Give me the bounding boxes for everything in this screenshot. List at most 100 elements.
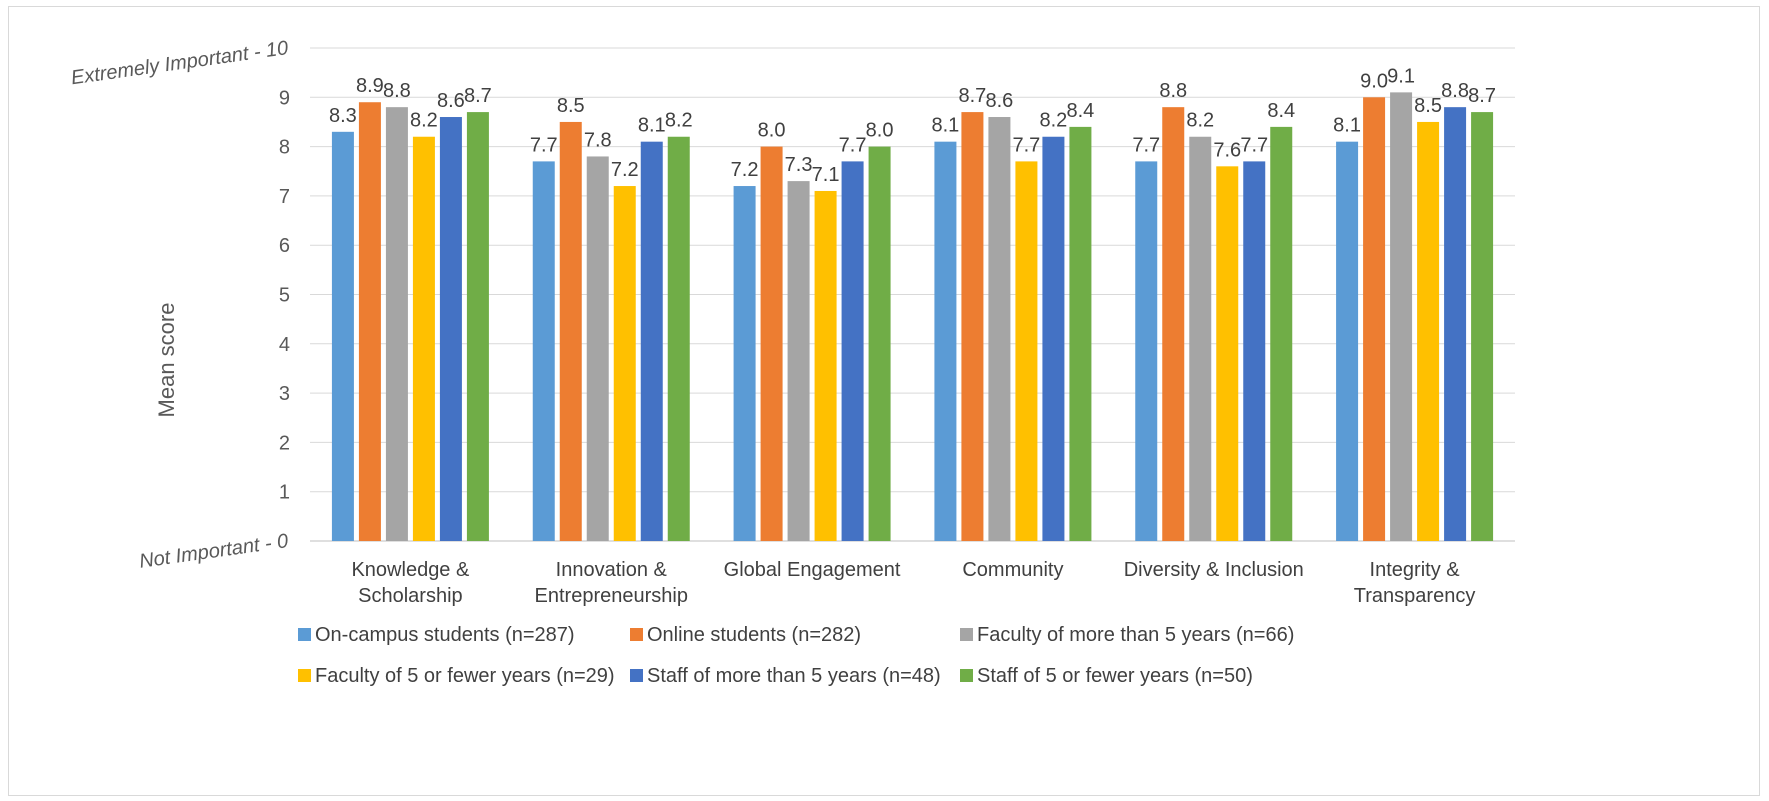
data-label: 7.2 [731,159,759,181]
bar [1162,107,1185,541]
bar [640,141,663,542]
category-label: Innovation & [556,559,668,581]
data-label: 8.1 [1333,115,1361,137]
bar [1444,107,1467,541]
legend-entry: Online students (n=282) [647,624,861,646]
bar [613,186,636,542]
legend-swatch [960,628,973,641]
legend: On-campus students (n=287) Online student… [298,624,1294,687]
data-label: 7.7 [1240,134,1268,156]
bar [733,186,756,542]
category-label: Knowledge & [351,559,470,581]
data-label: 8.9 [356,75,384,97]
y-tick-label: 1 [279,482,290,504]
data-label: 8.1 [638,115,666,137]
legend-entry: Faculty of 5 or fewer years (n=29) [315,665,615,687]
data-label: 8.8 [1159,80,1187,102]
y-tick-label: 3 [279,383,290,405]
data-label: 7.7 [839,134,867,156]
bar [1390,92,1413,542]
data-label: 7.7 [1013,134,1041,156]
legend-entry: On-campus students (n=287) [315,624,575,646]
data-label: 7.6 [1213,139,1241,161]
data-label: 7.7 [1132,134,1160,156]
bar [868,146,891,541]
data-label: 7.3 [785,154,813,176]
y-tick-label: Extremely Important - 10 [70,37,290,89]
category-label: Transparency [1354,585,1476,607]
bar [1363,97,1386,542]
data-label: 8.2 [1186,110,1214,132]
data-label: 8.4 [1067,100,1095,122]
bar [1417,121,1440,541]
bar [760,146,783,541]
category-label: Entrepreneurship [535,585,688,607]
bar [841,161,864,541]
bar [934,141,957,542]
data-label: 8.7 [959,85,987,107]
data-label: 7.2 [611,159,639,181]
bar [1243,161,1266,541]
bar [667,136,690,542]
bar [331,131,354,541]
bar [1189,136,1212,542]
data-label: 8.1 [932,115,960,137]
data-label: 8.0 [758,120,786,142]
data-label: 9.0 [1360,70,1388,92]
y-tick-label: 9 [279,87,290,109]
bar [358,102,381,541]
y-tick-label: 4 [279,334,290,356]
data-label: 8.8 [383,80,411,102]
bar [559,121,582,541]
category-label: Diversity & Inclusion [1124,559,1304,581]
bar [1216,166,1239,541]
bar [787,181,810,542]
x-axis: Knowledge & Scholarship Innovation & Entrep… [351,559,1475,607]
legend-swatch [298,669,311,682]
bar [814,190,837,541]
legend-entry: Staff of 5 or fewer years (n=50) [977,665,1253,687]
category-label: Global Engagement [724,559,901,581]
category-label: Community [962,559,1063,581]
y-tick-label: 7 [279,186,290,208]
category-label: Integrity & [1370,559,1461,581]
data-label: 8.5 [557,95,585,117]
data-label: 7.7 [530,134,558,156]
bar [385,107,408,541]
y-axis-title: Mean score [154,303,179,418]
bar [586,156,609,541]
y-tick-label: Not Important - 0 [138,530,290,573]
bar [1270,126,1293,541]
data-label: 8.3 [329,105,357,127]
data-label: 8.2 [410,110,438,132]
data-label: 9.1 [1387,65,1415,87]
data-label: 8.2 [665,110,693,132]
bar [532,161,555,541]
legend-swatch [298,628,311,641]
data-label: 8.2 [1040,110,1068,132]
bar [961,112,984,541]
data-label: 8.5 [1414,95,1442,117]
legend-swatch [630,669,643,682]
data-label: 8.6 [986,90,1014,112]
y-tick-label: 8 [279,137,290,159]
data-label: 8.7 [1468,85,1496,107]
y-tick-label: 5 [279,285,290,307]
bar [1015,161,1038,541]
data-labels: 8.38.9 8.88.28.6 8.77.78.57.87.28.1 8.27.28… [329,65,1496,186]
y-tick-label: 6 [279,235,290,257]
legend-swatch [630,628,643,641]
data-label: 8.0 [866,120,894,142]
data-label: 8.7 [464,85,492,107]
legend-entry: Faculty of more than 5 years (n=66) [977,624,1294,646]
bar [1135,161,1158,541]
bar [1336,141,1359,542]
legend-swatch [960,669,973,682]
bar [412,136,435,542]
legend-entry: Staff of more than 5 years (n=48) [647,665,941,687]
data-label: 8.6 [437,90,465,112]
bar [988,117,1011,542]
bar [466,112,489,541]
